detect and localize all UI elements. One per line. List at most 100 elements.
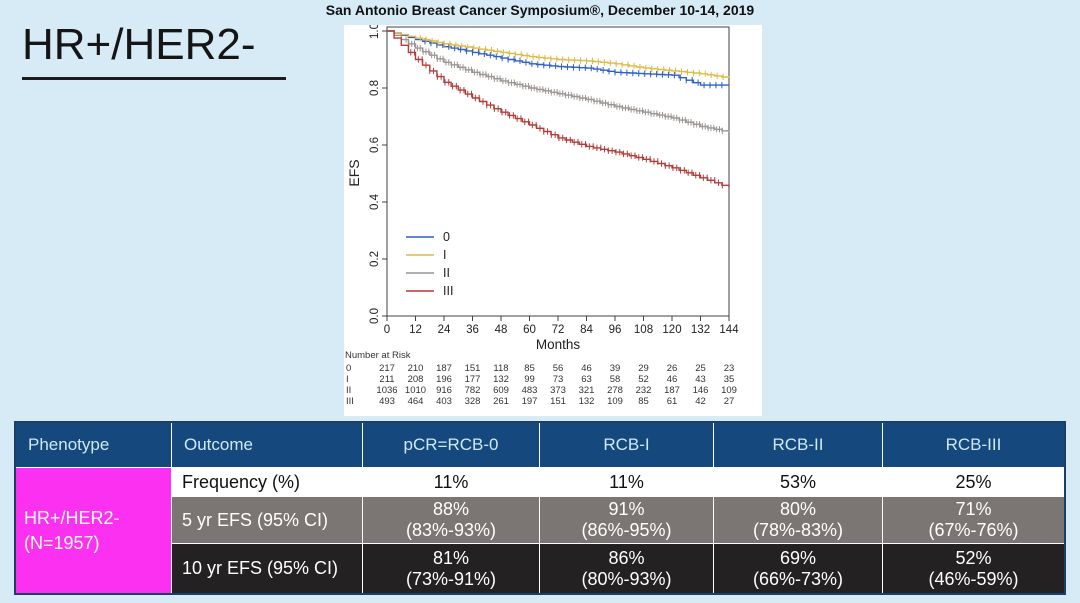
risk-value: 1010 (405, 385, 426, 396)
column-header: RCB-II (714, 423, 882, 467)
value-cell: 71% (67%-76%) (883, 497, 1064, 543)
risk-value: 63 (581, 374, 592, 385)
legend-label: 0 (443, 230, 450, 244)
phenotype-line1: HR+/HER2- (24, 507, 120, 528)
value-ci: (73%-91%) (405, 568, 497, 589)
risk-value: 151 (465, 363, 481, 374)
risk-value: 26 (667, 363, 678, 374)
risk-value: 187 (664, 385, 680, 396)
risk-value: 85 (524, 363, 535, 374)
outcome-cell: 5 yr EFS (95% CI) (172, 497, 362, 543)
x-tick-label: 96 (609, 324, 622, 336)
km-curve-I (387, 30, 730, 78)
km-chart-svg: 0 12 24 36 48 60 72 84 96 108 120 132 144 1.0 0.8 0.6 0.… (345, 23, 739, 407)
risk-value: 373 (550, 385, 566, 396)
value-main: 81% (432, 547, 470, 568)
risk-value: 278 (607, 385, 623, 396)
x-tick-label: 36 (466, 324, 479, 336)
risk-value: 493 (379, 396, 395, 407)
risk-value: 42 (695, 396, 706, 407)
value-ci: (86%-95%) (581, 520, 672, 540)
column-header: Outcome (172, 423, 362, 467)
symposium-header: San Antonio Breast Cancer Symposium®, De… (325, 2, 755, 18)
x-tick-label: 60 (523, 324, 536, 336)
risk-value: 196 (436, 374, 452, 385)
risk-value: 177 (465, 374, 481, 385)
y-tick-label: 0.2 (369, 251, 381, 267)
risk-value: 27 (724, 396, 735, 407)
risk-value: 85 (638, 396, 649, 407)
risk-value: 109 (721, 385, 737, 396)
value-ci: (67%-76%) (928, 520, 1019, 540)
value-cell: 52% (46%-59%) (883, 544, 1064, 593)
risk-value: 52 (638, 374, 649, 385)
risk-value: 25 (695, 363, 706, 374)
km-curve-II (387, 30, 730, 133)
y-axis-label: EFS (346, 159, 362, 186)
risk-value: 99 (524, 374, 535, 385)
outcome-cell: 10 yr EFS (95% CI) (172, 544, 362, 593)
value-cell: 80% (78%-83%) (714, 497, 882, 543)
risk-value: 1036 (376, 385, 397, 396)
value-main: 69% (779, 547, 817, 568)
value-ci: (78%-83%) (752, 520, 844, 540)
risk-value: 46 (581, 363, 592, 374)
risk-row-name: I (346, 374, 349, 385)
risk-value: 56 (553, 363, 564, 374)
value-main: 91% (608, 499, 645, 519)
column-header: RCB-I (540, 423, 713, 467)
phenotype-line2: (N=1957) (24, 532, 100, 553)
risk-value: 232 (636, 385, 652, 396)
x-tick-label: 120 (662, 324, 681, 336)
value-main: 80% (779, 499, 817, 519)
y-tick-label: 0.4 (369, 193, 381, 210)
x-tick-label: 48 (495, 324, 508, 336)
risk-value: 132 (579, 396, 595, 407)
x-axis-label: Months (536, 337, 581, 352)
legend-label: III (443, 284, 453, 298)
x-tick-label: 84 (580, 324, 593, 336)
value-cell: 11% (363, 468, 539, 496)
value-cell: 81% (73%-91%) (363, 544, 539, 593)
risk-value: 197 (522, 396, 538, 407)
value-main: 11% (609, 471, 644, 492)
risk-value: 782 (465, 385, 481, 396)
risk-value: 118 (493, 363, 508, 374)
value-cell: 53% (714, 468, 882, 496)
km-curve-III (387, 30, 730, 188)
risk-value: 217 (379, 363, 395, 374)
value-cell: 86% (80%-93%) (540, 544, 713, 593)
value-cell: 25% (883, 468, 1064, 496)
legend-label: II (443, 266, 450, 280)
km-chart-panel: 0 12 24 36 48 60 72 84 96 108 120 132 144 1.0 0.8 0.6 0.… (344, 23, 762, 416)
risk-row-name: III (346, 396, 354, 407)
value-cell: 91% (86%-95%) (540, 497, 713, 543)
value-cell: 69% (66%-73%) (714, 544, 882, 593)
value-ci: (46%-59%) (928, 568, 1019, 589)
x-tick-label: 24 (438, 324, 451, 336)
risk-value: 261 (493, 396, 509, 407)
outcome-cell: Frequency (%) (172, 468, 362, 496)
x-tick-label: 132 (691, 324, 710, 336)
risk-value: 39 (610, 363, 621, 374)
value-ci: (66%-73%) (752, 568, 844, 589)
value-main: 11% (433, 471, 469, 492)
risk-value: 211 (379, 374, 394, 385)
risk-value: 208 (408, 374, 424, 385)
x-tick-label: 72 (552, 324, 565, 336)
risk-value: 43 (695, 374, 706, 385)
risk-value: 609 (493, 385, 509, 396)
value-cell: 88% (83%-93%) (363, 497, 539, 543)
value-main: 88% (432, 499, 470, 519)
phenotype-cell: HR+/HER2- (N=1957) (16, 468, 171, 593)
results-table: Phenotype Outcome pCR=RCB-0 RCB-I RCB-II RCB-… (14, 421, 1066, 595)
x-tick-label: 108 (634, 324, 653, 336)
risk-value: 29 (638, 363, 649, 374)
risk-value: 58 (610, 374, 621, 385)
column-header: RCB-III (883, 423, 1064, 467)
value-main: 25% (955, 471, 992, 492)
value-main: 53% (779, 471, 817, 492)
risk-row-name: II (346, 385, 351, 396)
risk-value: 328 (465, 396, 481, 407)
risk-value: 464 (408, 396, 424, 407)
